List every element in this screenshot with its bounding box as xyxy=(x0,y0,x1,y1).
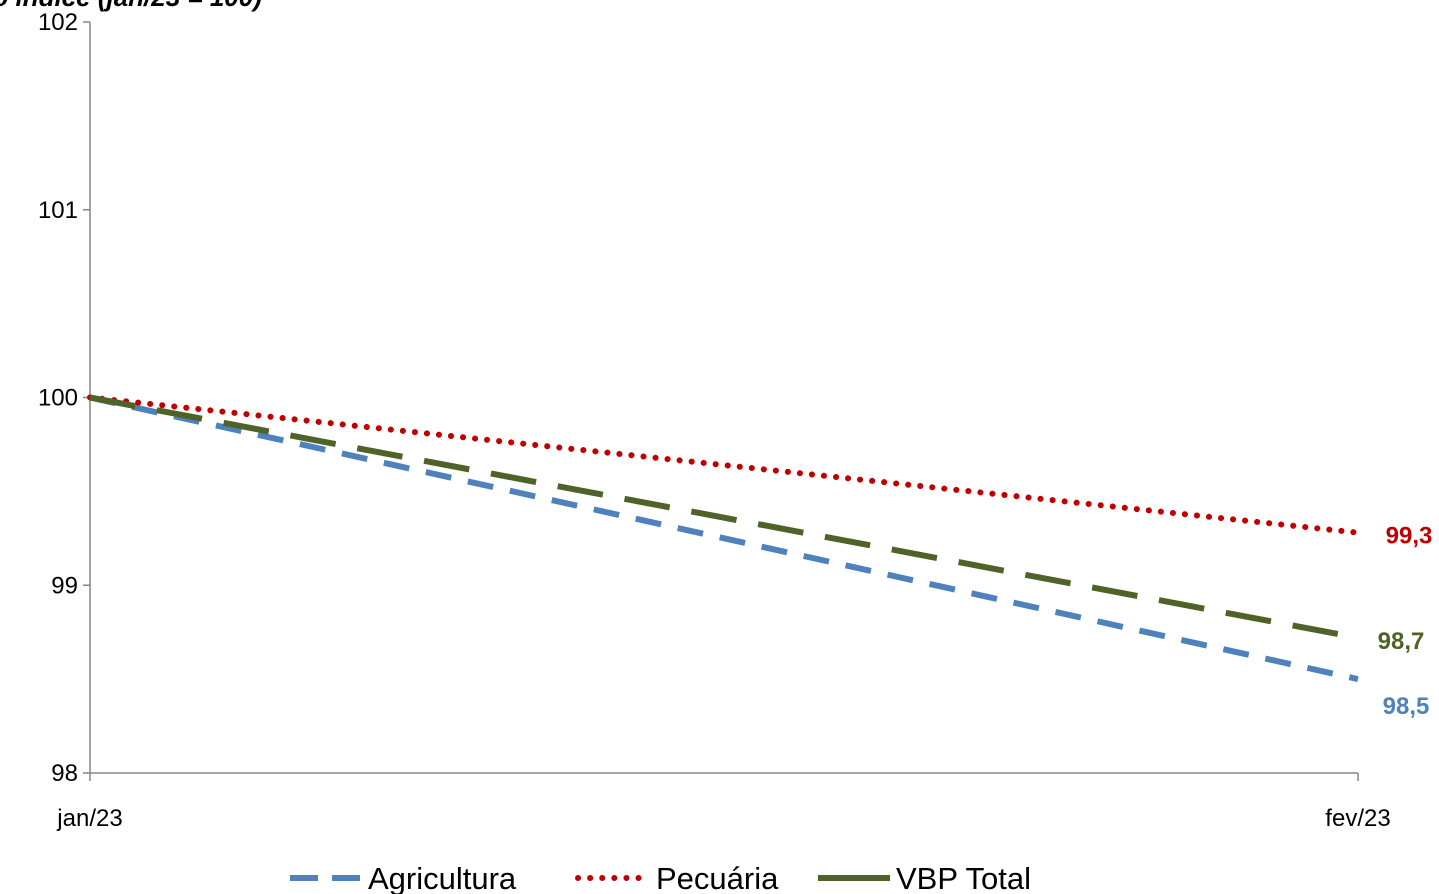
legend-label: Pecuária xyxy=(656,861,779,894)
series-line-agricultura xyxy=(89,394,1359,683)
data-labels: 98,5 99,3 98,7 xyxy=(1378,523,1433,720)
y-tick-label: 98 xyxy=(51,760,78,787)
axes: 98 99 100 101 102 jan/23 fev/23 xyxy=(38,9,1391,832)
y-tick-label: 99 xyxy=(51,572,78,599)
data-label: 99,3 xyxy=(1386,523,1433,550)
data-label: 98,7 xyxy=(1378,628,1425,655)
y-tick-label: 101 xyxy=(38,197,78,224)
data-label: 98,5 xyxy=(1383,693,1430,720)
x-tick-label: jan/23 xyxy=(56,805,122,832)
series-lines xyxy=(87,394,1361,683)
series-line-pecu-ria xyxy=(87,394,1361,536)
series-line-vbp-total xyxy=(89,394,1359,641)
y-tick-label: 102 xyxy=(38,9,78,36)
legend: Agricultura Pecuária VBP Total xyxy=(290,861,1031,894)
legend-label: VBP Total xyxy=(896,861,1031,894)
y-tick-label: 100 xyxy=(38,385,78,412)
x-tick-label: fev/23 xyxy=(1325,805,1390,832)
chart-title: Número índice (jan/23 = 100) xyxy=(0,0,262,12)
legend-label: Agricultura xyxy=(368,861,517,894)
